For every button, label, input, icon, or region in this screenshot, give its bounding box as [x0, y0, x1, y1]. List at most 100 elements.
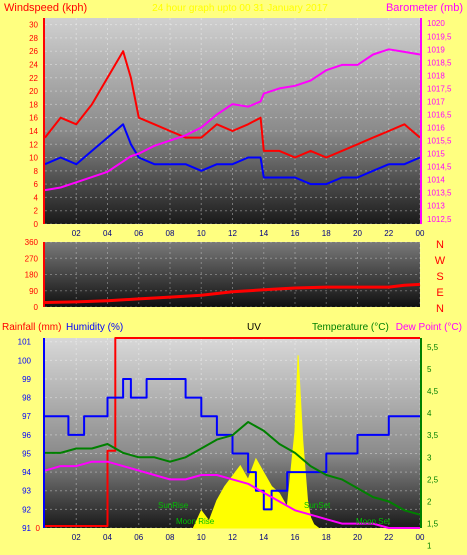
y-left-tick-label: 2: [34, 207, 39, 216]
temperature-axis-title: Temperature (°C): [312, 322, 389, 333]
y-right-tick-label: 1013: [427, 202, 445, 211]
uv-axis-title: UV: [247, 322, 261, 333]
rainfall-axis-title: Rainfall (mm): [2, 322, 61, 333]
y-left-tick-label: 20: [29, 87, 38, 96]
y-right-tick-label: 1013,5: [427, 189, 452, 198]
y-tick-label: 180: [25, 271, 39, 280]
x-tick-label: 06: [134, 229, 143, 238]
y-right-tick-label: 3,5: [427, 431, 439, 440]
compass-label: E: [436, 287, 443, 299]
series-humidity: [45, 378, 420, 511]
x-tick-label: 20: [353, 533, 362, 542]
y-right-tick-label: 1012,5: [427, 215, 452, 224]
series-uv: [192, 355, 320, 529]
wind-panel: [45, 18, 420, 224]
y-left-tick-label: 4: [34, 193, 39, 202]
rain-humidity-series: [44, 337, 421, 529]
y-left-tick-label: 12: [29, 140, 38, 149]
y-left-tick-label: 91: [22, 524, 31, 533]
x-tick-label: 12: [228, 533, 237, 542]
y-right-tick-label: 4: [427, 409, 432, 418]
dewpoint-axis-title: Dew Point (°C): [396, 322, 462, 333]
series-wind-average: [44, 123, 421, 186]
y-right-tick-label: 1020: [427, 19, 445, 28]
wind-direction-grid: [45, 241, 421, 308]
y-left-tick-label: 22: [29, 74, 38, 83]
series-dewpoint: [44, 460, 420, 529]
compass-label: S: [436, 271, 443, 283]
y-right-tick-label: 3: [427, 453, 432, 462]
y-left-tick-label: 94: [22, 468, 31, 477]
y-left-tick-label: 100: [18, 356, 32, 365]
x-tick-label: 18: [322, 533, 331, 542]
y-left-tick-label: 92: [22, 505, 31, 514]
y-right-tick-label: 1015: [427, 150, 445, 159]
y-right-tick-label: 4,5: [427, 387, 439, 396]
wind-panel-ticks: 0246810121416182022242628301012,51013101…: [29, 19, 452, 238]
x-tick-label: 12: [228, 229, 237, 238]
windspeed-axis-title: Windspeed (kph): [4, 2, 87, 14]
y-right-tick-label: 5,5: [427, 343, 439, 352]
y-right-tick-label: 1019,5: [427, 32, 452, 41]
y-right-tick-label: 1017: [427, 97, 445, 106]
series-wind-direction: [44, 282, 421, 304]
y-left-tick-label: 95: [22, 449, 31, 458]
y-left-tick-label: 0: [34, 220, 39, 229]
y-left-tick-label: 28: [29, 34, 38, 43]
y-right-tick-label: 2: [427, 497, 432, 506]
y-tick-label: 90: [29, 287, 38, 296]
y-right-tick-label: 5: [427, 365, 432, 374]
x-tick-label: 16: [291, 229, 300, 238]
x-tick-label: 18: [322, 229, 331, 238]
y-left-tick-label: 93: [22, 487, 31, 496]
y-right-tick-label: 1016,5: [427, 110, 452, 119]
y-right-tick-label: 1014,5: [427, 163, 452, 172]
y-right-tick-label: 1015,5: [427, 137, 452, 146]
humidity-axis-title: Humidity (%): [66, 322, 123, 333]
y-tick-label: 360: [25, 238, 39, 247]
moonset-annotation: Moon Set: [356, 517, 391, 526]
x-tick-label: 14: [259, 533, 268, 542]
x-tick-label: 20: [353, 229, 362, 238]
y-right-tick-label: 1,5: [427, 520, 439, 529]
y-left-tick-label: 98: [22, 394, 31, 403]
y-tick-label: 270: [25, 254, 39, 263]
y-left-tick-label: 14: [29, 127, 38, 136]
graph-period-title: 24 hour graph upto 00 31 January 2017: [152, 3, 328, 14]
y-left-tick-label: 18: [29, 100, 38, 109]
y-right-tick-label: 1018: [427, 71, 445, 80]
x-tick-label: 08: [166, 533, 175, 542]
y-right-tick-label: 1: [427, 542, 432, 551]
y-right-tick-label: 1018,5: [427, 58, 452, 67]
wind-panel-grid: [45, 18, 421, 225]
x-tick-label: 02: [72, 533, 81, 542]
x-tick-label: 16: [291, 533, 300, 542]
x-tick-label: 06: [134, 533, 143, 542]
y-left-tick-label: 97: [22, 412, 31, 421]
y-right-tick-label: 2,5: [427, 475, 439, 484]
y-left-tick-label: 26: [29, 47, 38, 56]
moonrise-annotation: Moon Rise: [176, 517, 215, 526]
y-left-tick-label: 16: [29, 114, 38, 123]
y-left-tick-label: 99: [22, 375, 31, 384]
wind-direction-panel: [45, 242, 420, 307]
compass-label: N: [436, 239, 444, 251]
x-tick-label: 10: [197, 229, 206, 238]
series-temperature: [45, 421, 421, 516]
compass-labels: N W S E N: [435, 239, 446, 315]
sunrise-annotation: SunRise: [158, 501, 189, 510]
y-right-tick-label: 1014: [427, 176, 445, 185]
series-barometer: [44, 48, 421, 192]
y-left-tick-label: 101: [18, 338, 32, 347]
y-left-tick-label: 96: [22, 431, 31, 440]
series-wind-gust: [44, 50, 421, 159]
y-left-tick-label: 24: [29, 61, 38, 70]
wind-direction-series: [44, 282, 421, 304]
x-tick-label: 00: [416, 229, 425, 238]
x-tick-label: 22: [384, 229, 393, 238]
wind-panel-series: [44, 48, 421, 192]
x-tick-label: 14: [259, 229, 268, 238]
x-tick-label: 02: [72, 229, 81, 238]
y-left-tick-label: 6: [34, 180, 39, 189]
